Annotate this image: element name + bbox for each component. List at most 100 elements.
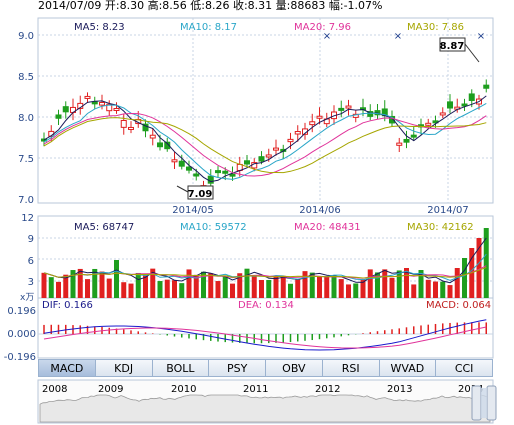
volume-bar xyxy=(476,238,482,298)
event-marker-icon[interactable]: × xyxy=(323,31,331,42)
candle xyxy=(62,106,69,113)
macd-y-tick: 0.000 xyxy=(7,329,36,340)
volume-bar xyxy=(70,270,76,298)
candle xyxy=(265,154,272,158)
candle xyxy=(207,175,214,184)
candle xyxy=(258,156,265,162)
volume-bar xyxy=(56,281,61,298)
timeline-year: 2012 xyxy=(315,384,340,395)
volume-y-tick: 9 xyxy=(28,234,34,245)
range-selection[interactable] xyxy=(481,388,487,418)
candle xyxy=(483,84,490,89)
tab-macd[interactable]: MACD xyxy=(38,359,96,377)
volume-bar xyxy=(121,282,127,298)
moving-average-line xyxy=(43,102,487,180)
volume-bar xyxy=(483,228,489,298)
candle xyxy=(439,112,446,116)
macd-y-tick: -0.196 xyxy=(4,352,36,363)
tab-kdj[interactable]: KDJ xyxy=(95,359,153,377)
price-y-tick: 8.5 xyxy=(18,72,34,83)
volume-bar xyxy=(201,271,206,298)
volume-bar xyxy=(302,271,308,298)
tab-wvad[interactable]: WVAD xyxy=(379,359,437,377)
event-marker-icon[interactable]: × xyxy=(394,31,402,42)
volume-bar xyxy=(404,268,409,298)
price-ma10-label: MA10: 8.17 xyxy=(180,22,237,33)
volume-ma-line xyxy=(43,267,487,279)
volume-bar xyxy=(288,283,293,298)
candle xyxy=(447,101,453,109)
volume-y-tick: 6 xyxy=(28,256,34,267)
candle xyxy=(186,166,192,171)
volume-bar xyxy=(346,284,351,298)
volume-bar xyxy=(208,273,214,298)
candle xyxy=(316,115,323,119)
volume-bar xyxy=(128,283,134,298)
candle xyxy=(215,170,221,174)
candle xyxy=(244,160,250,165)
candle xyxy=(128,126,134,130)
candle xyxy=(294,131,301,135)
timeline-year: 2013 xyxy=(387,384,412,395)
volume-bar xyxy=(411,284,417,298)
price-y-tick: 9.0 xyxy=(18,31,34,42)
candle xyxy=(164,141,171,150)
candle xyxy=(55,114,62,119)
macd-panel xyxy=(37,297,494,359)
volume-ma5-label: MA5: 68747 xyxy=(74,222,134,233)
dif-line xyxy=(43,319,487,351)
candle xyxy=(99,101,105,106)
quote-summary: 2014/07/09 开:8.30 高:8.56 低:8.26 收:8.31 量… xyxy=(38,0,383,12)
candle xyxy=(222,170,229,174)
volume-bar xyxy=(143,275,148,298)
high-callout-leader xyxy=(464,43,480,63)
price-y-tick: 7.0 xyxy=(18,195,34,206)
volume-ma20-label: MA20: 48431 xyxy=(294,222,361,233)
event-marker-icon[interactable]: × xyxy=(477,31,485,42)
tab-obv[interactable]: OBV xyxy=(266,359,323,377)
volume-bar xyxy=(244,268,250,298)
volume-bar xyxy=(230,283,235,298)
candle xyxy=(338,107,345,111)
range-handle-right[interactable] xyxy=(486,385,497,421)
low-callout: 7.09 xyxy=(188,189,213,200)
candle xyxy=(193,173,200,177)
price-ma5-label: MA5: 8.23 xyxy=(74,22,125,33)
moving-average-line xyxy=(43,117,487,174)
volume-bar xyxy=(309,272,315,298)
candle xyxy=(287,138,294,143)
timeline-year: 2011 xyxy=(243,384,268,395)
candle xyxy=(113,107,120,111)
volume-bar xyxy=(353,283,359,298)
volume-bar xyxy=(215,281,221,298)
tab-rsi[interactable]: RSI xyxy=(322,359,380,377)
price-y-tick: 8.0 xyxy=(18,113,34,124)
volume-bar xyxy=(440,281,446,298)
low-callout-leader xyxy=(176,185,189,193)
volume-bar xyxy=(375,272,380,298)
price-x-tick: 2014/06 xyxy=(299,205,341,216)
volume-bar xyxy=(99,271,105,298)
tab-cci[interactable]: CCI xyxy=(436,359,493,377)
macd-dif-label: DIF: 0.166 xyxy=(42,300,93,311)
volume-bar xyxy=(447,285,453,298)
volume-bar xyxy=(295,278,301,298)
candle xyxy=(425,122,432,126)
volume-bar xyxy=(164,279,170,298)
volume-bar xyxy=(114,260,119,298)
timeline-year: 2009 xyxy=(98,384,123,395)
candle xyxy=(91,101,98,105)
range-handle-left[interactable] xyxy=(471,385,482,421)
tab-boll[interactable]: BOLL xyxy=(152,359,210,377)
volume-bar xyxy=(172,280,177,298)
price-ma20-label: MA20: 7.96 xyxy=(294,22,351,33)
volume-ma10-label: MA10: 59572 xyxy=(180,222,247,233)
timeline-year: 2008 xyxy=(42,384,67,395)
volume-bar xyxy=(382,269,388,298)
candle xyxy=(468,93,475,101)
tab-psy[interactable]: PSY xyxy=(209,359,266,377)
high-callout: 8.87 xyxy=(440,41,465,52)
volume-bar xyxy=(106,278,112,298)
volume-bar xyxy=(41,272,47,298)
